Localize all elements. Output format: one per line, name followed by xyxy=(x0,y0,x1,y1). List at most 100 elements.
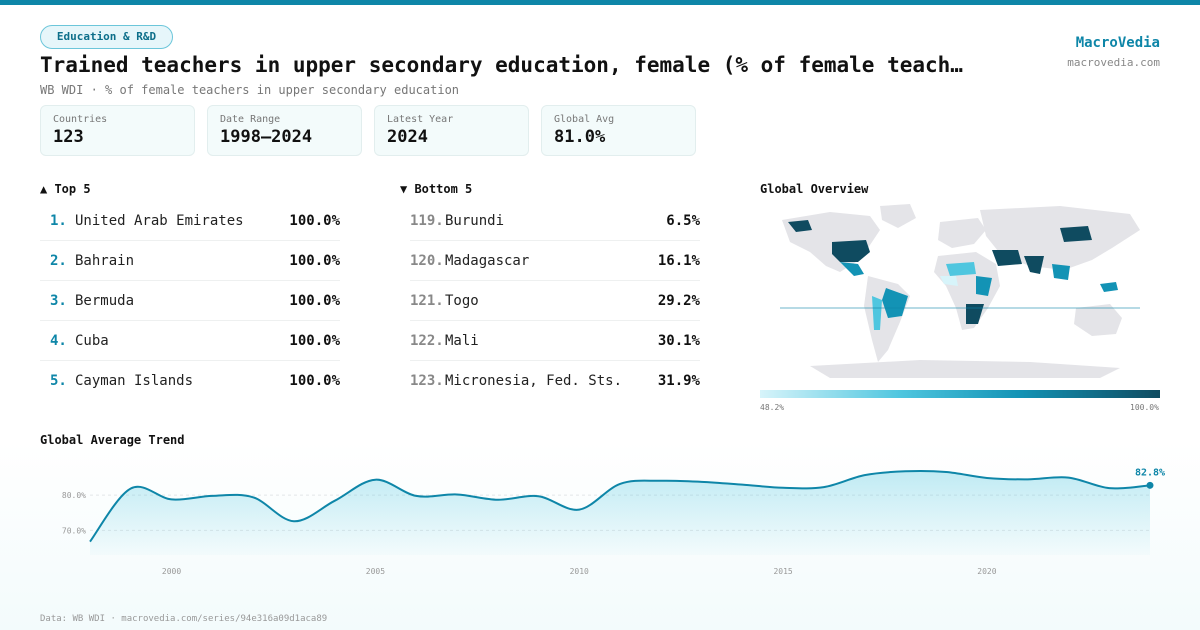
y-tick-label: 70.0% xyxy=(62,526,86,535)
top5-row[interactable]: 1. United Arab Emirates 100.0% xyxy=(40,201,340,241)
trend-area xyxy=(90,470,1150,555)
map-legend-min: 48.2% xyxy=(760,403,785,412)
map-land-australia xyxy=(1074,304,1122,336)
rank-number: 2. xyxy=(50,253,67,269)
stat-card-date-range: Date Range 1998–2024 xyxy=(207,105,362,156)
rank-number: 122. xyxy=(410,333,444,349)
rank-number: 4. xyxy=(50,333,67,349)
country-value: 6.5% xyxy=(666,213,700,229)
map-land-europe xyxy=(938,218,986,248)
bottom5-row[interactable]: 120. Madagascar 16.1% xyxy=(410,241,700,281)
stat-label: Countries xyxy=(53,114,108,125)
country-value: 100.0% xyxy=(289,293,340,309)
stat-value: 1998–2024 xyxy=(220,127,313,147)
x-tick-label: 2000 xyxy=(162,567,181,576)
map-region-usa xyxy=(832,240,870,262)
stat-value: 2024 xyxy=(387,127,428,147)
country-name: Togo xyxy=(445,293,479,309)
map-region-sahel xyxy=(946,262,976,276)
stat-card-countries: Countries 123 xyxy=(40,105,195,156)
brand-url[interactable]: macrovedia.com xyxy=(1067,56,1160,69)
map-region-alaska xyxy=(788,220,812,232)
country-name: Madagascar xyxy=(445,253,530,269)
country-name: United Arab Emirates xyxy=(75,213,244,229)
country-name: Bermuda xyxy=(75,293,135,309)
map-title: Global Overview xyxy=(760,182,869,196)
rank-number: 121. xyxy=(410,293,444,309)
world-map-svg xyxy=(780,204,1140,378)
page-subtitle: WB WDI · % of female teachers in upper s… xyxy=(40,83,460,97)
country-name: Bahrain xyxy=(75,253,135,269)
x-tick-label: 2010 xyxy=(570,567,589,576)
stat-card-global-avg: Global Avg 81.0% xyxy=(541,105,696,156)
brand-name[interactable]: MacroVedia xyxy=(1075,35,1160,51)
map-region-east-asia xyxy=(1060,226,1092,242)
rank-number: 1. xyxy=(50,213,67,229)
map-region-andes xyxy=(872,296,882,330)
country-value: 16.1% xyxy=(657,253,700,269)
top5-row[interactable]: 2. Bahrain 100.0% xyxy=(40,241,340,281)
map-region-indonesia xyxy=(1100,282,1118,292)
rank-number: 5. xyxy=(50,373,67,389)
bottom5-row[interactable]: 121. Togo 29.2% xyxy=(410,281,700,321)
map-region-west-africa xyxy=(940,276,958,286)
bottom5-row[interactable]: 119. Burundi 6.5% xyxy=(410,201,700,241)
x-tick-label: 2005 xyxy=(366,567,385,576)
brand-block: MacroVedia macrovedia.com xyxy=(1067,35,1160,69)
stat-label: Date Range xyxy=(220,114,281,125)
rank-number: 3. xyxy=(50,293,67,309)
stat-label: Latest Year xyxy=(387,114,454,125)
stat-value: 81.0% xyxy=(554,127,606,147)
x-tick-label: 2015 xyxy=(773,567,792,576)
country-name: Mali xyxy=(445,333,479,349)
world-map[interactable] xyxy=(760,200,1160,385)
map-land-asia xyxy=(980,206,1140,270)
map-region-south-asia xyxy=(1024,256,1044,274)
top5-row[interactable]: 3. Bermuda 100.0% xyxy=(40,281,340,321)
country-value: 100.0% xyxy=(289,373,340,389)
stat-card-latest-year: Latest Year 2024 xyxy=(374,105,529,156)
y-tick-label: 80.0% xyxy=(62,491,86,500)
trend-line xyxy=(89,469,1151,543)
country-value: 100.0% xyxy=(289,333,340,349)
map-land-greenland xyxy=(880,204,916,228)
trend-chart-svg: 70.0% 80.0% 2000 2005 2010 2015 2020 82.8% xyxy=(62,467,1165,576)
rank-number: 120. xyxy=(410,253,444,269)
country-name: Cayman Islands xyxy=(75,373,194,389)
stat-value: 123 xyxy=(53,127,84,147)
map-region-middle-east xyxy=(992,250,1022,266)
bottom5-title: ▼ Bottom 5 xyxy=(400,182,473,196)
country-value: 30.1% xyxy=(657,333,700,349)
category-badge[interactable]: Education & R&D xyxy=(40,25,173,49)
country-name: Burundi xyxy=(445,213,505,229)
top5-title: ▲ Top 5 xyxy=(40,182,91,196)
map-region-east-africa xyxy=(976,276,992,296)
country-value: 100.0% xyxy=(289,213,340,229)
trend-chart[interactable]: 70.0% 80.0% 2000 2005 2010 2015 2020 82.8% xyxy=(40,455,1170,585)
page-title: Trained teachers in upper secondary educ… xyxy=(40,53,963,77)
top5-list: 1. United Arab Emirates 100.0% 2. Bahrai… xyxy=(40,201,340,401)
map-land-antarctica xyxy=(810,360,1120,378)
map-region-brazil xyxy=(882,288,908,318)
top5-row[interactable]: 5. Cayman Islands 100.0% xyxy=(40,361,340,401)
trend-last-label: 82.8% xyxy=(1135,467,1165,478)
bottom5-row[interactable]: 123. Micronesia, Fed. Sts. 31.9% xyxy=(410,361,700,401)
top-accent-bar xyxy=(0,0,1200,5)
rank-number: 123. xyxy=(410,373,444,389)
trend-title: Global Average Trend xyxy=(40,433,185,447)
map-region-mexico xyxy=(840,262,864,276)
bottom5-list: 119. Burundi 6.5% 120. Madagascar 16.1% … xyxy=(410,201,700,401)
map-legend-gradient xyxy=(760,390,1160,398)
country-value: 29.2% xyxy=(657,293,700,309)
map-region-southeast-asia xyxy=(1052,264,1070,280)
stat-label: Global Avg xyxy=(554,114,615,125)
trend-last-point[interactable] xyxy=(1146,481,1154,489)
map-region-southern-africa xyxy=(966,304,984,324)
country-name: Cuba xyxy=(75,333,109,349)
bottom5-row[interactable]: 122. Mali 30.1% xyxy=(410,321,700,361)
x-tick-label: 2020 xyxy=(977,567,996,576)
country-name: Micronesia, Fed. Sts. xyxy=(445,373,623,389)
top5-row[interactable]: 4. Cuba 100.0% xyxy=(40,321,340,361)
rank-number: 119. xyxy=(410,213,444,229)
country-value: 31.9% xyxy=(657,373,700,389)
